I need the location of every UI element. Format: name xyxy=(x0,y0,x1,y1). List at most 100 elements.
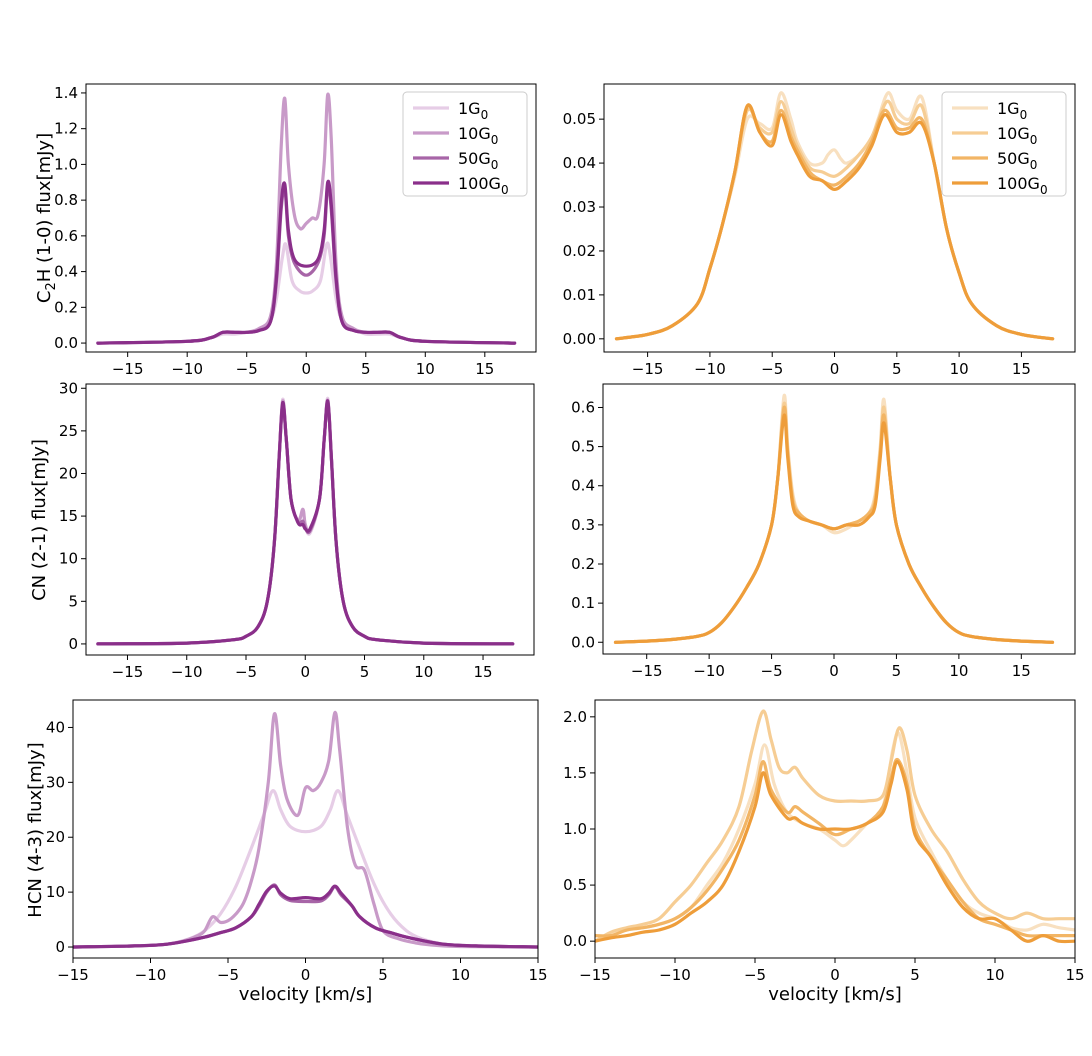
legend-label: 100G0 xyxy=(458,174,509,197)
legend-label-main: 50G xyxy=(997,149,1030,168)
panel-2: −15 −10 −5 0 5 10 15 0.00 0.01 0.02 0.03 0.04 0.05 1G… xyxy=(563,83,1076,378)
x-tick-label: −10 xyxy=(693,662,725,680)
series-line-50G0 xyxy=(73,883,538,949)
series-line-100G0 xyxy=(96,399,515,646)
y-tick-label: 20 xyxy=(59,464,78,482)
legend-label-sub: 0 xyxy=(501,183,509,197)
x-tick-label: −15 xyxy=(112,663,144,681)
series-line-1G0 xyxy=(73,789,538,949)
y-tick-label: 10 xyxy=(46,883,65,901)
legend-label: 100G0 xyxy=(997,174,1048,197)
y-tick-label: 0 xyxy=(68,635,78,653)
legend-box xyxy=(941,91,1067,197)
x-tick-label: −10 xyxy=(171,360,203,378)
y-tick-label: 0.01 xyxy=(563,286,596,304)
legend-label-main: 1G xyxy=(458,99,481,118)
y-tick-label: 1.5 xyxy=(563,764,587,782)
axes-frame xyxy=(85,383,535,656)
x-tick-label: 0 xyxy=(829,662,839,680)
y-tick-label: 0.05 xyxy=(563,110,596,128)
legend-label-sub: 0 xyxy=(1040,183,1048,197)
y-tick-label: 0.8 xyxy=(54,191,78,209)
x-tick-label: −10 xyxy=(135,966,167,984)
series-line-50G0 xyxy=(595,757,1075,938)
x-tick-label: −5 xyxy=(744,966,766,984)
series-line-100G0 xyxy=(96,179,517,345)
panel-3: −15 −10 −5 0 5 10 15 0 5 10 15 20 25 30 CN (2-1) flux[… xyxy=(29,379,535,681)
y-tick-label: 20 xyxy=(46,828,65,846)
y-tick-label: 1.0 xyxy=(563,820,587,838)
y-tick-label: 1.0 xyxy=(54,155,78,173)
y-tick-label: 25 xyxy=(59,422,78,440)
y-axis-label-sub: 2 xyxy=(44,282,59,290)
series-line-100G0 xyxy=(73,884,538,949)
x-tick-label: 10 xyxy=(414,663,433,681)
y-tick-label: 0.4 xyxy=(571,477,595,495)
series-line-50G0 xyxy=(96,183,517,345)
y-tick-label: 0.0 xyxy=(54,334,78,352)
series-group xyxy=(96,396,515,646)
x-tick-label: 5 xyxy=(361,360,371,378)
x-tick-label: 10 xyxy=(950,360,969,378)
y-tick-label: 0 xyxy=(55,938,65,956)
x-tick-label: 15 xyxy=(473,663,492,681)
y-tick-label: 2.0 xyxy=(563,708,587,726)
x-tick-label: 0 xyxy=(301,966,311,984)
y-tick-label: 0.4 xyxy=(54,263,78,281)
series-group xyxy=(614,91,1055,341)
legend-label: 10G0 xyxy=(997,124,1037,147)
series-line-50G0 xyxy=(613,405,1055,644)
x-axis-label: velocity [km/s] xyxy=(768,984,902,1005)
y-tick-label: 0.6 xyxy=(571,398,595,416)
y-tick-label: 1.4 xyxy=(54,84,78,102)
x-tick-label: 15 xyxy=(1012,360,1031,378)
axes-frame xyxy=(72,699,539,959)
series-line-1G0 xyxy=(96,241,517,345)
y-tick-label: 0.3 xyxy=(571,516,595,534)
y-tick-label: 0.04 xyxy=(563,154,596,172)
x-tick-label: −15 xyxy=(579,966,611,984)
legend-label-main: 10G xyxy=(997,124,1030,143)
series-line-10G0 xyxy=(96,398,515,646)
x-tick-label: 15 xyxy=(1065,966,1084,984)
y-tick-label: 0.02 xyxy=(563,242,596,260)
legend-label-sub: 0 xyxy=(1030,158,1038,172)
legend-label: 50G0 xyxy=(997,149,1037,172)
series-line-100G0 xyxy=(595,760,1075,944)
series-line-10G0 xyxy=(613,401,1055,644)
y-tick-label: 0.6 xyxy=(54,227,78,245)
series-group xyxy=(613,394,1055,644)
legend-label-sub: 0 xyxy=(1020,108,1028,122)
x-tick-label: 5 xyxy=(378,966,388,984)
series-line-50G0 xyxy=(96,400,515,646)
legend-label: 10G0 xyxy=(458,124,498,147)
panel-4: −15 −10 −5 0 5 10 15 0.0 0.1 0.2 0.3 0.4 0.5 0.6 xyxy=(571,383,1076,680)
legend-label-main: 50G xyxy=(458,149,491,168)
legend-label-sub: 0 xyxy=(481,108,489,122)
y-tick-label: 10 xyxy=(59,550,78,568)
y-tick-label: 30 xyxy=(59,379,78,397)
legend-label: 50G0 xyxy=(458,149,498,172)
y-tick-label: 15 xyxy=(59,507,78,525)
series-line-10G0 xyxy=(73,710,538,949)
legend-label-sub: 0 xyxy=(1030,133,1038,147)
y-axis-label-part: H (1-0) flux[mJy] xyxy=(34,133,55,282)
panel-1: −15 −10 −5 0 5 10 15 0.0 0.2 0.4 0.6 0.8 1.0 1.2 1.4 C2… xyxy=(34,83,537,378)
y-tick-label: 0.0 xyxy=(571,633,595,651)
y-axis-label: HCN (4-3) flux[mJy] xyxy=(25,742,46,917)
x-tick-label: −5 xyxy=(761,662,783,680)
legend-label-sub: 0 xyxy=(491,158,499,172)
x-tick-label: −10 xyxy=(694,360,726,378)
legend-label-main: 10G xyxy=(458,124,491,143)
x-tick-label: 10 xyxy=(416,360,435,378)
y-axis-label: CN (2-1) flux[mJy] xyxy=(29,439,50,601)
legend-label: 1G0 xyxy=(997,99,1027,122)
x-tick-label: −15 xyxy=(112,360,144,378)
legend-label-main: 100G xyxy=(997,174,1040,193)
series-group xyxy=(96,92,517,345)
x-tick-label: 15 xyxy=(475,360,494,378)
y-tick-label: 0.1 xyxy=(571,594,595,612)
x-tick-label: 15 xyxy=(1012,662,1031,680)
